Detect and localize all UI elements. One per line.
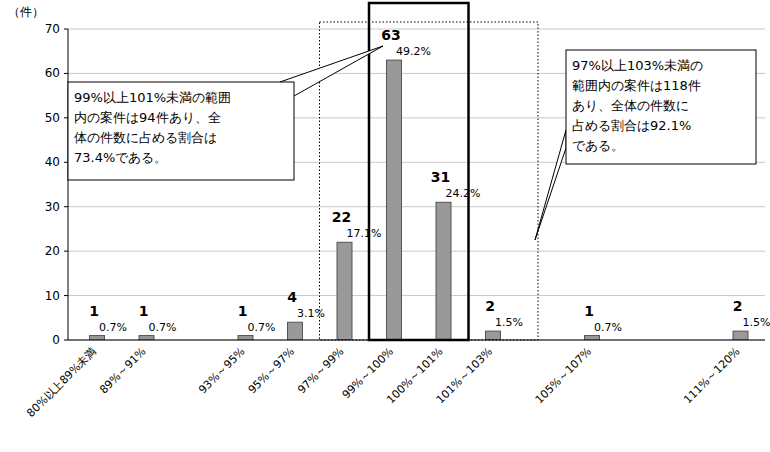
share-label: 1.5% — [743, 316, 770, 329]
x-tick-label: 97%～99% — [295, 345, 347, 397]
data-label: 63 — [381, 27, 400, 43]
share-label: 49.2% — [396, 45, 431, 58]
bar — [90, 336, 105, 340]
bar — [288, 322, 303, 340]
y-axis-label: （件） — [8, 5, 44, 19]
grid-line — [68, 295, 765, 296]
share-label: 3.1% — [297, 307, 325, 320]
bar — [337, 242, 352, 340]
callout-box — [566, 50, 756, 164]
y-tick-label: 60 — [45, 66, 60, 80]
annotation-range — [320, 22, 539, 340]
callout-joint — [281, 83, 293, 95]
annotation-text: 97%以上103%未満の — [572, 58, 703, 73]
y-tick-label: 0 — [52, 333, 60, 347]
annotation-text: である。 — [572, 138, 624, 153]
annotation-text: あり、全体の件数に — [572, 98, 689, 113]
x-tick-label: 101%～103% — [434, 345, 495, 406]
y-tick-label: 50 — [45, 111, 60, 125]
bar — [486, 331, 501, 340]
y-tick-label: 70 — [45, 22, 60, 36]
data-label: 31 — [431, 169, 450, 185]
data-label: 1 — [139, 303, 149, 319]
share-label: 0.7% — [149, 321, 177, 334]
x-tick-label: 89%～91% — [97, 345, 149, 397]
chart: 010203040506070（件）10.7%10.7%10.7%43.1%22… — [0, 0, 770, 452]
y-tick-label: 10 — [45, 289, 60, 303]
annotation-text: 占める割合は92.1% — [572, 118, 691, 133]
y-tick — [64, 162, 68, 163]
callout-pointer — [535, 130, 566, 240]
x-tick-label: 93%～95% — [196, 345, 248, 397]
x-tick-label: 105%～107% — [533, 345, 594, 406]
share-label: 0.7% — [248, 321, 276, 334]
y-tick-label: 30 — [45, 200, 60, 214]
bar — [585, 336, 600, 340]
y-axis — [68, 29, 69, 340]
data-label: 2 — [733, 298, 743, 314]
callout: 99%以上101%未満の範囲内の案件は94件あり、全体の件数に占める割合は 73.… — [68, 46, 383, 180]
grid-line — [68, 251, 765, 252]
grid-line — [68, 206, 765, 207]
bar — [733, 331, 748, 340]
annotation-text: 体の件数に占める割合は — [74, 130, 217, 145]
grid-line — [68, 29, 765, 30]
callout: 97%以上103%未満の範囲内の案件は118件あり、全体の件数に占める割合は92… — [535, 50, 756, 240]
y-tick — [64, 73, 68, 74]
annotation-text: 73.4%である。 — [74, 150, 167, 165]
bar — [387, 60, 402, 340]
y-tick — [64, 206, 68, 207]
x-tick-label: 95%～97% — [246, 345, 298, 397]
y-tick — [64, 340, 68, 341]
data-label: 1 — [238, 303, 248, 319]
annotation-text: 範囲内の案件は118件 — [572, 78, 701, 93]
data-label: 22 — [332, 209, 351, 225]
y-tick — [64, 117, 68, 118]
x-tick-label: 111%～120% — [681, 345, 742, 406]
bar — [238, 336, 253, 340]
data-label: 2 — [485, 298, 495, 314]
share-label: 17.1% — [347, 227, 382, 240]
data-label: 4 — [287, 289, 297, 305]
callout-box — [68, 82, 294, 180]
share-label: 1.5% — [495, 316, 523, 329]
y-tick-label: 20 — [45, 244, 60, 258]
y-tick — [64, 29, 68, 30]
annotation-text: 内の案件は94件あり、全 — [74, 110, 221, 125]
data-label: 1 — [89, 303, 99, 319]
y-tick — [64, 295, 68, 296]
callout-pointer — [280, 46, 383, 96]
annotation-range — [369, 3, 469, 340]
bar — [436, 202, 451, 340]
share-label: 0.7% — [594, 321, 622, 334]
y-tick-label: 40 — [45, 155, 60, 169]
data-label: 1 — [584, 303, 594, 319]
annotation-text: 99%以上101%未満の範囲 — [74, 90, 231, 105]
bar — [139, 336, 154, 340]
share-label: 24.2% — [446, 187, 481, 200]
share-label: 0.7% — [99, 321, 127, 334]
callout-joint — [566, 131, 567, 147]
y-tick — [64, 251, 68, 252]
x-tick-label: 80%以上89%未満 — [24, 345, 99, 420]
